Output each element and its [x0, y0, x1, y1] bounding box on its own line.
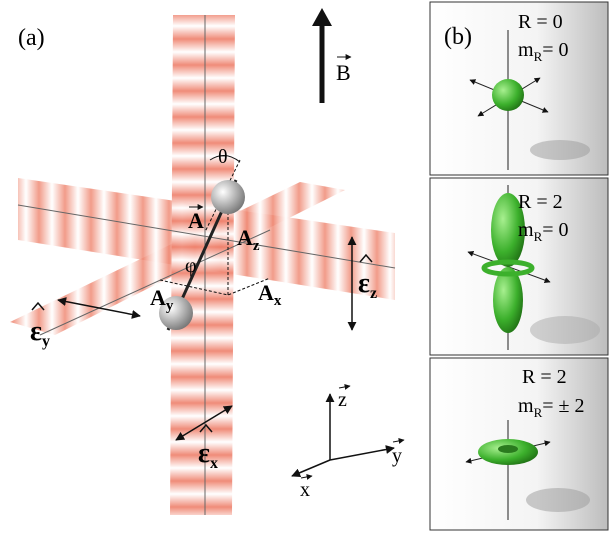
state-box [430, 358, 608, 530]
component-base: A [237, 225, 253, 250]
component-label: Ax [258, 280, 282, 309]
field-label: B [336, 60, 351, 85]
vector-mark [339, 386, 350, 388]
atom [211, 180, 245, 214]
theta-label: θ [218, 146, 228, 168]
polarization-base: ε [358, 268, 370, 299]
field-arrow-head [312, 8, 332, 26]
m-base: m [518, 395, 534, 417]
state-r: R = 2 [522, 366, 567, 388]
vector-label: A [188, 208, 204, 233]
m-sub: R [534, 229, 543, 244]
state-r: R = 2 [518, 191, 563, 213]
m-value: = 0 [542, 39, 568, 61]
axis-label: y [392, 445, 402, 467]
component-sub: y [166, 298, 174, 314]
polarization-sub: z [370, 285, 377, 302]
state-m: mR= 0 [518, 219, 569, 244]
component-base: A [150, 285, 166, 310]
polarization-sub: x [210, 455, 218, 472]
triad-axis [330, 448, 394, 460]
axis-label: z [338, 389, 347, 411]
m-base: m [518, 39, 534, 61]
polarization-base: ε [198, 438, 210, 469]
component-sub: x [274, 293, 282, 309]
component-base: A [258, 280, 274, 305]
figure: (a) B θ A φ Az Ay Ax εz εy εx z y x (b) … [0, 0, 613, 533]
m-base: m [518, 219, 534, 241]
vector-mark [393, 440, 404, 442]
polarization-sub: y [42, 333, 50, 350]
panel-a: (a) B θ A φ Az Ay Ax εz εy εx z y x [10, 8, 404, 515]
panel-label: (b) [444, 24, 472, 50]
panel-label: (a) [18, 25, 45, 51]
m-sub: R [534, 405, 543, 420]
m-value: = ± 2 [542, 395, 584, 417]
panel-b: (b) R = 0 mR= 0 R = 2 mR= 0 R = 2 mR= ± … [430, 2, 608, 530]
m-value: = 0 [542, 219, 568, 241]
vector-mark [301, 476, 312, 478]
polarization-base: ε [30, 316, 42, 347]
triad-axis [292, 460, 330, 476]
state-m: mR= 0 [518, 39, 569, 64]
state-m: mR= ± 2 [518, 395, 585, 420]
component-sub: z [253, 238, 260, 254]
component-label: Ay [150, 285, 174, 314]
m-sub: R [534, 49, 543, 64]
axis-label: x [300, 479, 310, 501]
state-r: R = 0 [518, 11, 563, 33]
phi-label: φ [185, 255, 197, 277]
